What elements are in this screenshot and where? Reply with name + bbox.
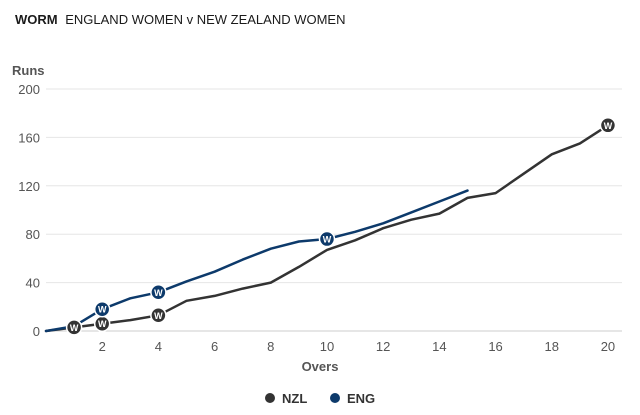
wicket-marker-circle	[150, 284, 167, 301]
x-tick-label: 10	[320, 339, 334, 354]
y-tick-label: 200	[18, 82, 40, 97]
wicket-marker-label: W	[323, 235, 332, 245]
legend: NZL ENG	[265, 391, 375, 406]
match-title: ENGLAND WOMEN v NEW ZEALAND WOMEN	[65, 12, 346, 27]
wicket-marker-label: W	[154, 311, 163, 321]
wicket-marker-circle	[65, 319, 83, 336]
x-tick-label: 4	[155, 339, 162, 354]
x-tick-label: 16	[488, 339, 502, 354]
wicket-marker-label: W	[604, 121, 613, 131]
wicket-marker-nzl[interactable]: W	[599, 117, 617, 134]
series-line-eng	[44, 189, 469, 333]
x-tick-label: 12	[376, 339, 390, 354]
x-tick-label: 18	[545, 339, 559, 354]
wicket-marker-nzl[interactable]: W	[65, 319, 83, 336]
wicket-marker-eng[interactable]: W	[150, 284, 167, 301]
y-tick-label: 160	[18, 130, 40, 145]
wicket-marker-label: W	[98, 305, 107, 315]
chart-header: WORM ENGLAND WOMEN v NEW ZEALAND WOMEN	[15, 12, 345, 27]
wicket-marker-circle	[150, 307, 167, 324]
x-tick-label: 2	[99, 339, 106, 354]
y-tick-label: 40	[26, 276, 40, 291]
x-axis-title: Overs	[302, 359, 339, 374]
x-tick-label: 14	[432, 339, 446, 354]
legend-swatch-eng	[330, 393, 340, 403]
x-axis-ticks: 2 4 6 8 10 12 14 16 18 20	[99, 339, 616, 354]
legend-label-nzl: NZL	[282, 391, 307, 406]
wicket-marker-label: W	[98, 319, 107, 329]
legend-swatch-nzl	[265, 393, 275, 403]
x-tick-label: 6	[211, 339, 218, 354]
wicket-marker-eng[interactable]: W	[93, 300, 111, 318]
wicket-marker-nzl[interactable]: W	[150, 307, 167, 324]
series-lines	[44, 124, 610, 333]
y-tick-label: 80	[26, 227, 40, 242]
wicket-marker-eng[interactable]: W	[318, 230, 336, 248]
y-axis-title: Runs	[12, 63, 45, 78]
wicket-marker-label: W	[154, 288, 163, 298]
x-tick-label: 8	[267, 339, 274, 354]
wicket-marker-circle	[318, 230, 336, 248]
y-tick-label: 120	[18, 179, 40, 194]
wicket-marker-nzl[interactable]: W	[93, 315, 111, 332]
y-tick-label: 0	[33, 324, 40, 339]
legend-label-eng: ENG	[347, 391, 375, 406]
x-tick-label: 20	[601, 339, 615, 354]
worm-tag: WORM	[15, 12, 58, 27]
legend-item-nzl[interactable]: NZL	[265, 391, 307, 406]
legend-item-eng[interactable]: ENG	[330, 391, 375, 406]
y-axis-ticks: 0 40 80 120 160 200	[18, 82, 40, 339]
wicket-marker-label: W	[70, 323, 79, 333]
series-line-nzl	[44, 124, 610, 333]
wicket-marker-circle	[93, 300, 111, 318]
wicket-marker-circle	[599, 117, 617, 134]
grid-lines	[46, 88, 622, 332]
